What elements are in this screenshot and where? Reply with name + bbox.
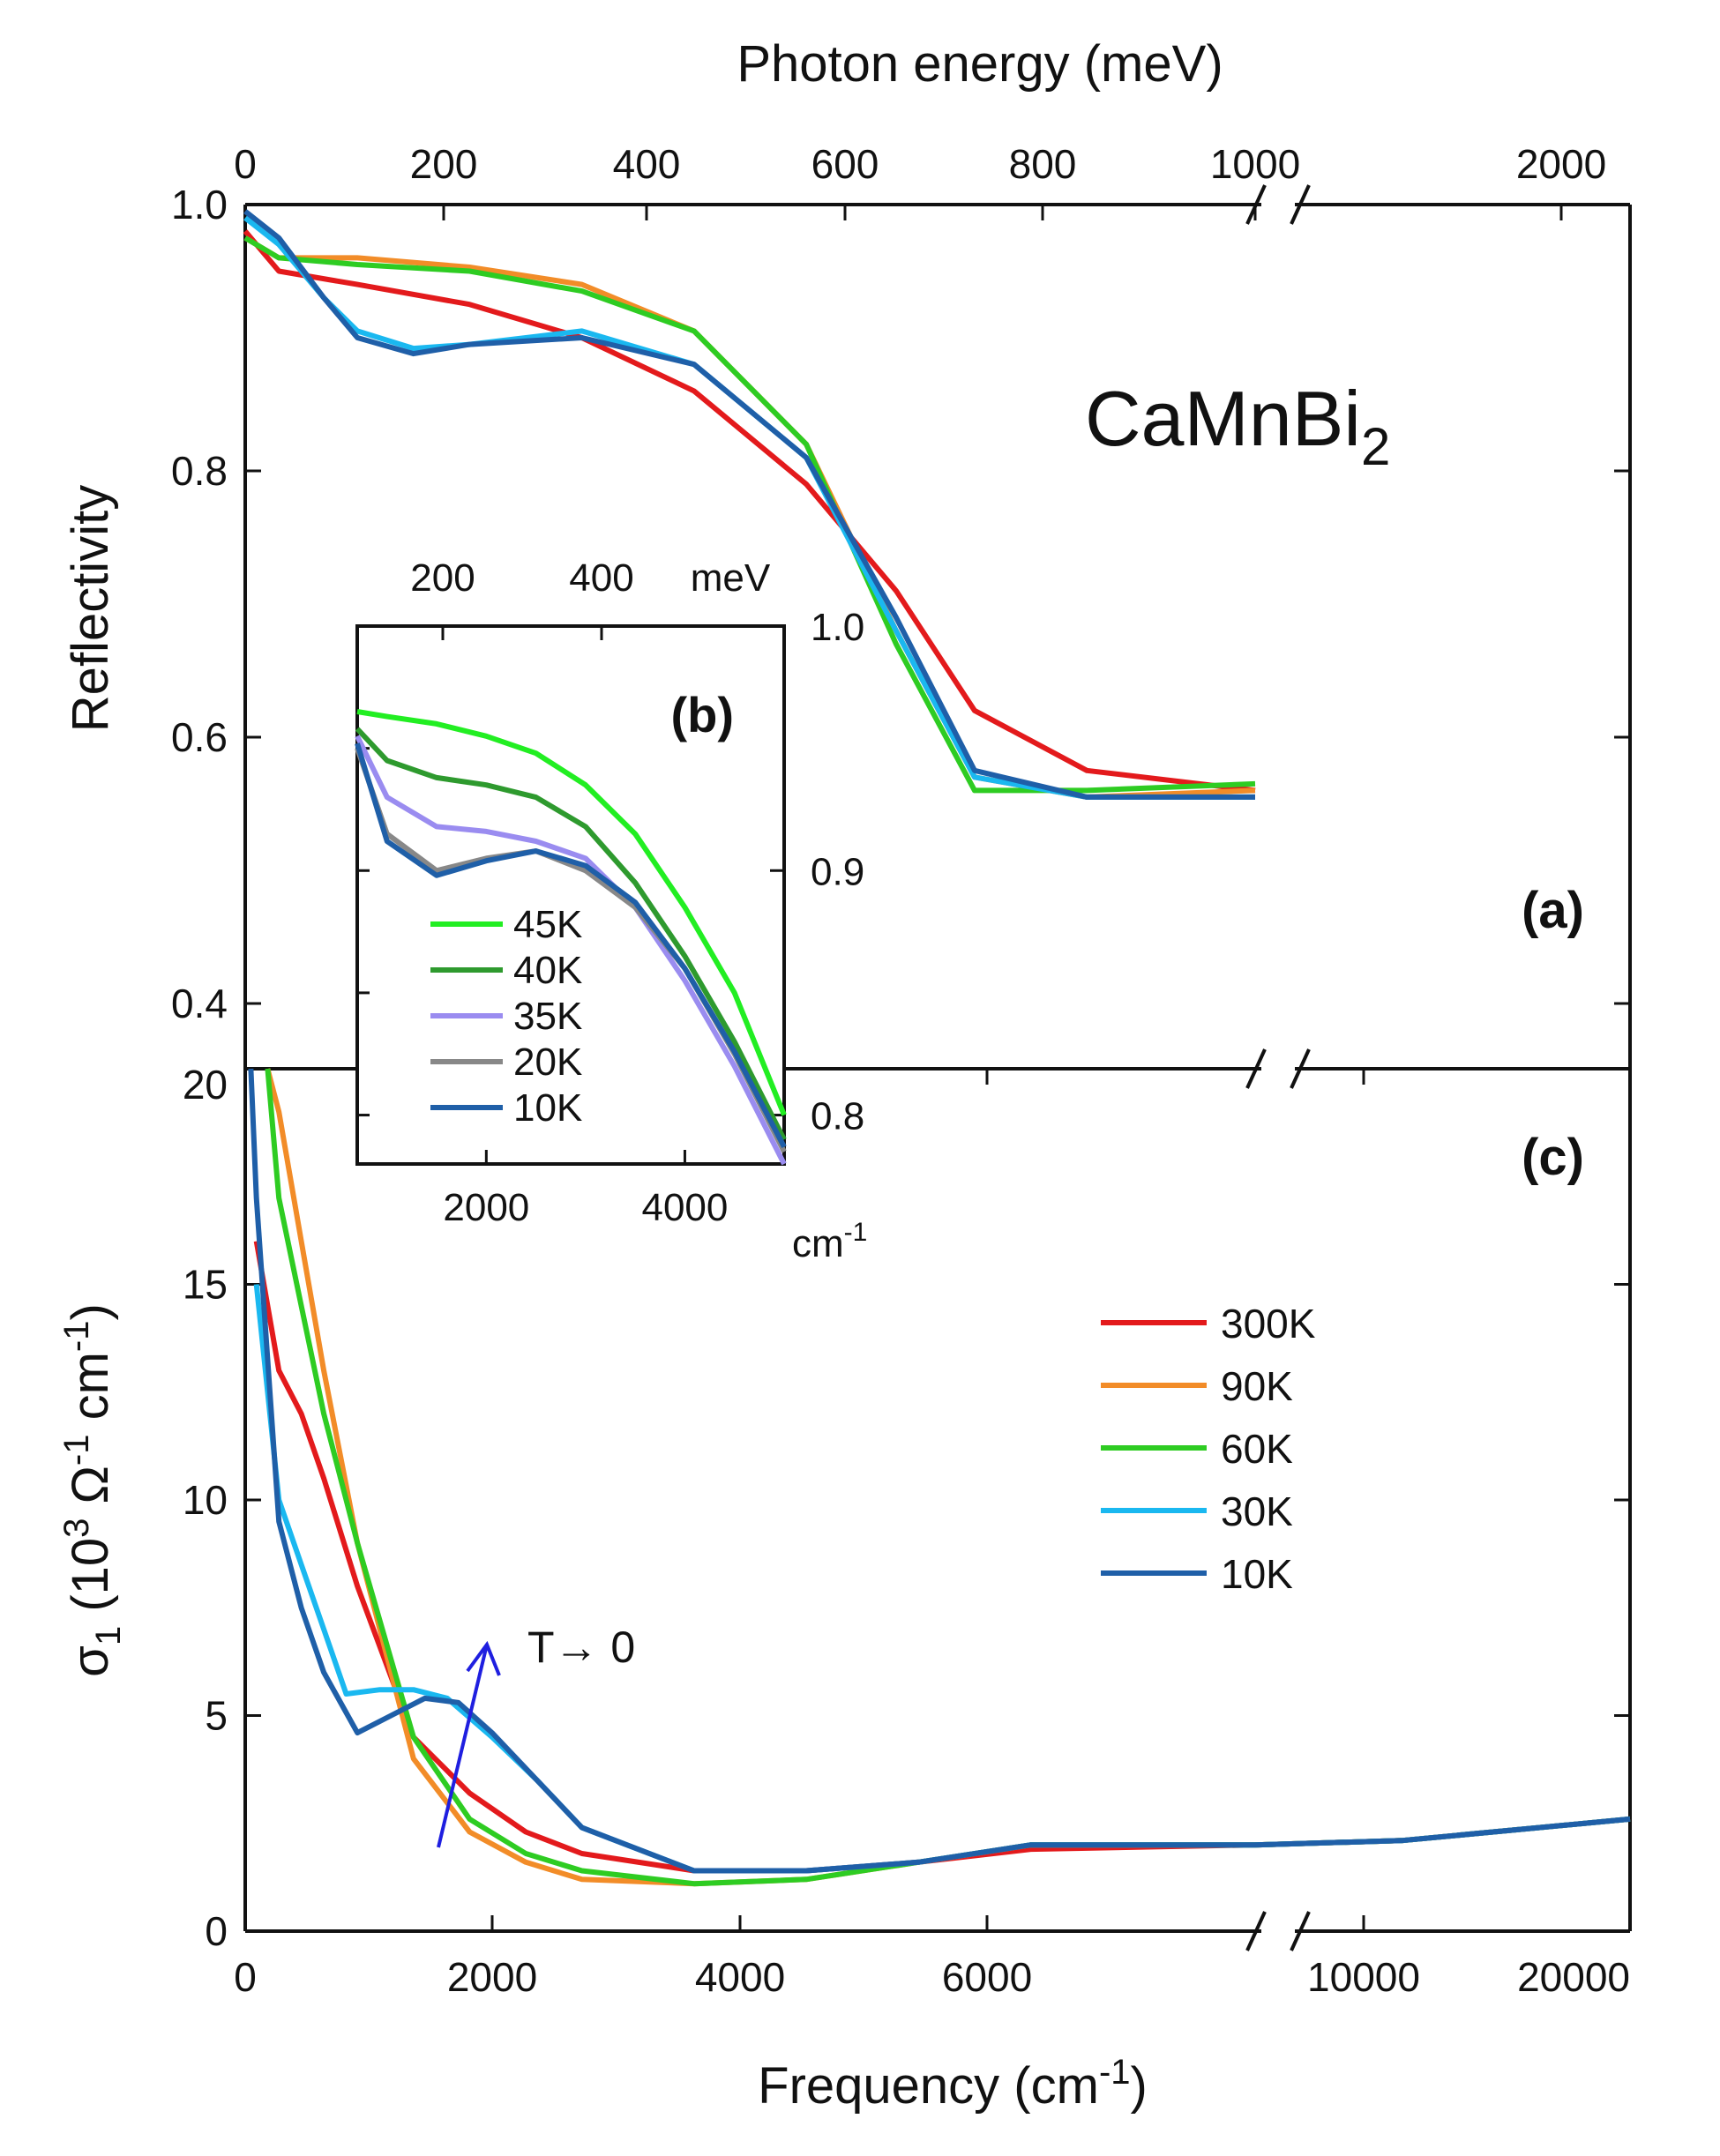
legend-label-10K: 10K <box>1221 1551 1293 1597</box>
top-tick-label: 800 <box>1009 141 1077 187</box>
inset-legend-label-40K: 40K <box>513 949 582 992</box>
inset-y-tick-label: 0.8 <box>811 1095 864 1138</box>
series-b-40K <box>355 727 787 1141</box>
conductivity-tick-label: 5 <box>205 1693 228 1739</box>
series-b-35K <box>355 735 787 1166</box>
ylabel-exp-ohm: -1 <box>57 1435 96 1466</box>
inset-x-unit-sup: -1 <box>844 1218 868 1247</box>
series-group-a <box>243 209 1256 800</box>
bottom-tick-label: 10000 <box>1307 1954 1420 2000</box>
bottom-tick-label: 6000 <box>942 1954 1032 2000</box>
legend-label-300K: 300K <box>1221 1301 1316 1347</box>
inset-x-unit-label: cm-1 <box>792 1218 867 1265</box>
legend-label-30K: 30K <box>1221 1488 1293 1534</box>
reflectivity-axis-label: Reflectivity <box>62 485 119 732</box>
bottom-tick-label: 20000 <box>1517 1954 1630 2000</box>
inset-y-tick-label: 0.9 <box>811 850 864 893</box>
inset-top-tick-label: 200 <box>410 556 475 600</box>
temperature-arrow-head <box>466 1640 501 1676</box>
inset-legend-label-35K: 35K <box>513 995 582 1038</box>
top-tick-label: 400 <box>613 141 681 187</box>
frequency-axis-label-sup: -1 <box>1099 2053 1131 2092</box>
legend-label-90K: 90K <box>1221 1363 1293 1409</box>
inset-top-tick-label: 400 <box>569 556 633 600</box>
axis-break-mark <box>1290 1911 1311 1951</box>
inset-legend-label-45K: 45K <box>513 903 582 946</box>
series-a-60K <box>243 235 1256 794</box>
panel-a-title-sub: 2 <box>1361 417 1390 476</box>
bottom-tick-label: 2000 <box>447 1954 537 2000</box>
top-tick-label: 2000 <box>1516 141 1606 187</box>
top-tick-label: 600 <box>811 141 879 187</box>
bottom-tick-label: 4000 <box>695 1954 785 2000</box>
sigma-symbol: σ <box>62 1645 119 1677</box>
axes-frame: 0 200 400 600 800 1000 20000 2000 4000 6000 10000 2… <box>171 141 1632 2000</box>
inset-x-tick-label: 2000 <box>443 1186 529 1229</box>
legend-main: 300K 90K 60K 30K 10K <box>1101 1301 1316 1597</box>
axis-break-mark <box>1290 184 1311 225</box>
ylabel-exp-cm: -1 <box>57 1321 96 1353</box>
inset-legend-label-10K: 10K <box>513 1086 582 1130</box>
ylabel-part-10: (10 <box>62 1538 119 1626</box>
ylabel-close: ) <box>62 1303 119 1320</box>
conductivity-axis-label: σ1 (103 Ω-1 cm-1) <box>57 1303 128 1677</box>
inset-legend-label-20K: 20K <box>513 1041 582 1084</box>
conductivity-tick-label: 0 <box>205 1908 228 1954</box>
series-group-c <box>248 1068 1631 1887</box>
panel-a-title: CaMnBi2 <box>1085 375 1390 476</box>
inset-x-tick-label: 4000 <box>641 1186 728 1229</box>
legend-label-60K: 60K <box>1221 1426 1293 1472</box>
series-a-300K <box>243 229 1256 794</box>
axis-break-mark <box>1245 1048 1267 1089</box>
axis-break-mark <box>1290 1048 1311 1089</box>
sigma-subscript: 1 <box>89 1626 128 1645</box>
top-axis-label: Photon energy (meV) <box>737 35 1223 93</box>
inset-frame <box>355 624 786 1166</box>
frequency-axis-label-main: Frequency (cm <box>758 2057 1099 2115</box>
panel-c-label: (c) <box>1522 1129 1584 1186</box>
conductivity-tick-label: 20 <box>183 1062 228 1108</box>
top-tick-label: 1000 <box>1210 141 1300 187</box>
conductivity-tick-label: 10 <box>183 1477 228 1523</box>
reflectivity-tick-label: 0.6 <box>171 714 228 760</box>
frequency-axis-label: Frequency (cm-1) <box>758 2053 1148 2115</box>
series-group-b <box>355 709 787 1166</box>
reflectivity-tick-label: 0.8 <box>171 448 228 494</box>
panel-a-title-main: CaMnBi <box>1085 375 1361 462</box>
inset-ticks: 0.8 0.9 1.0 2000 4000 200 400 meV <box>357 556 864 1229</box>
bottom-tick-label: 0 <box>234 1954 257 2000</box>
top-tick-label: 0 <box>234 141 257 187</box>
reflectivity-tick-label: 0.4 <box>171 981 228 1026</box>
panel-a-label: (a) <box>1522 882 1584 939</box>
inset-x-unit-main: cm <box>792 1222 844 1265</box>
ylabel-exp-3: 3 <box>57 1518 96 1538</box>
series-a-10K <box>243 209 1255 800</box>
inset-top-unit-label: meV <box>691 556 771 600</box>
conductivity-tick-label: 15 <box>183 1262 228 1308</box>
panel-b-label: (b) <box>670 687 734 742</box>
reflectivity-tick-label: 1.0 <box>171 182 228 228</box>
ylabel-ohm: Ω <box>62 1466 119 1518</box>
inset-panel-b: 0.8 0.9 1.0 2000 4000 200 400 meV (b) cm-1 45K4… <box>355 556 867 1265</box>
frequency-axis-label-end: ) <box>1131 2057 1148 2115</box>
ylabel-cm: cm <box>62 1352 119 1434</box>
inset-y-tick-label: 1.0 <box>811 606 864 649</box>
temperature-annotation: T→ 0 <box>527 1623 635 1672</box>
series-b-10K <box>355 742 787 1148</box>
temperature-arrow <box>437 1644 489 1848</box>
axis-break-mark <box>1245 1911 1267 1951</box>
series-c-10K <box>248 1068 1631 1874</box>
series-b-45K <box>356 709 787 1116</box>
series-c-300K <box>253 1241 1631 1874</box>
top-tick-label: 200 <box>410 141 478 187</box>
